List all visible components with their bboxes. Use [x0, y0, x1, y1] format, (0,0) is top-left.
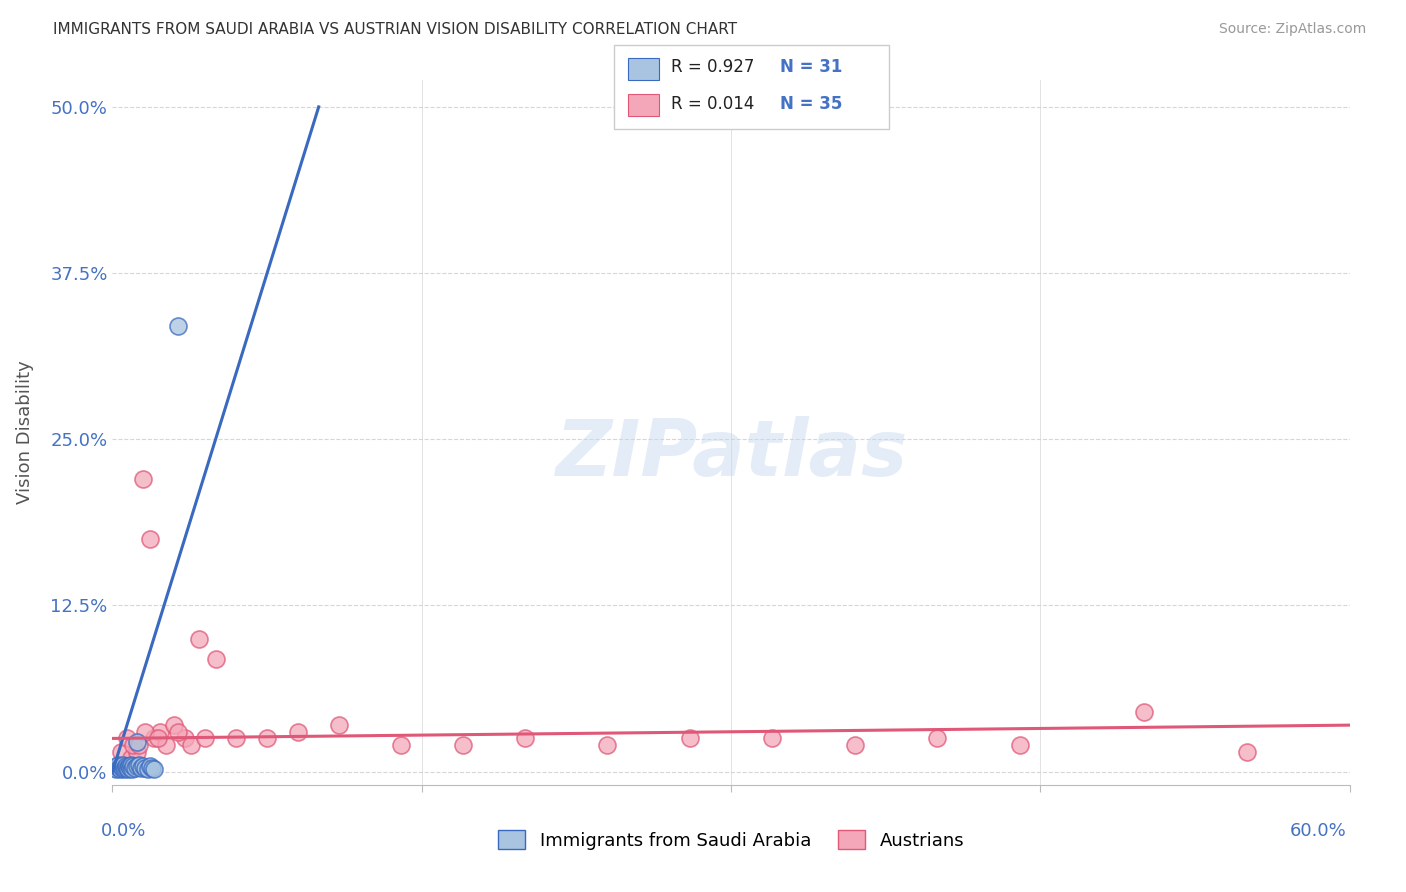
Point	[118, 759, 141, 773]
Point	[127, 745, 149, 759]
Point	[120, 751, 142, 765]
Point	[122, 738, 145, 752]
Point	[149, 724, 172, 739]
Point	[134, 724, 156, 739]
Point	[127, 759, 149, 773]
Point	[927, 731, 949, 746]
Point	[103, 761, 125, 775]
Point	[679, 731, 702, 746]
Point	[761, 731, 783, 746]
Point	[115, 759, 138, 773]
Point	[188, 632, 211, 646]
Point	[111, 761, 134, 775]
Text: N = 35: N = 35	[780, 95, 842, 113]
Point	[108, 762, 131, 776]
Point	[180, 738, 202, 752]
Text: ZIPatlas: ZIPatlas	[555, 416, 907, 491]
Point	[115, 761, 138, 775]
Point	[142, 731, 165, 746]
Point	[1132, 705, 1154, 719]
Text: 60.0%: 60.0%	[1291, 822, 1347, 840]
Point	[146, 731, 169, 746]
Point	[118, 761, 141, 775]
Point	[204, 651, 226, 665]
Point	[256, 731, 278, 746]
Point	[451, 738, 474, 752]
Point	[155, 738, 177, 752]
Point	[225, 731, 247, 746]
Point	[115, 731, 138, 746]
Point	[138, 759, 160, 773]
Point	[120, 758, 142, 772]
Point	[142, 762, 165, 776]
Point	[167, 724, 190, 739]
Point	[134, 761, 156, 775]
Point	[128, 738, 150, 752]
Point	[513, 731, 536, 746]
Point	[117, 762, 139, 776]
Point	[131, 761, 153, 775]
Point	[111, 758, 134, 772]
Point	[136, 762, 159, 776]
Point	[104, 762, 127, 776]
Point	[105, 759, 128, 773]
Point	[107, 758, 129, 772]
Point	[112, 762, 135, 776]
Point	[596, 738, 619, 752]
Point	[287, 724, 309, 739]
Y-axis label: Vision Disability: Vision Disability	[15, 360, 34, 505]
Point	[138, 532, 160, 546]
Legend: Immigrants from Saudi Arabia, Austrians: Immigrants from Saudi Arabia, Austrians	[491, 823, 972, 857]
Point	[132, 759, 155, 773]
Point	[194, 731, 217, 746]
Point	[110, 759, 132, 773]
Point	[1236, 745, 1258, 759]
Point	[122, 759, 145, 773]
Point	[127, 735, 149, 749]
Point	[132, 472, 155, 486]
Point	[107, 761, 129, 775]
Text: IMMIGRANTS FROM SAUDI ARABIA VS AUSTRIAN VISION DISABILITY CORRELATION CHART: IMMIGRANTS FROM SAUDI ARABIA VS AUSTRIAN…	[53, 22, 738, 37]
Point	[844, 738, 866, 752]
Text: N = 31: N = 31	[780, 58, 842, 76]
Text: Source: ZipAtlas.com: Source: ZipAtlas.com	[1219, 22, 1367, 37]
Point	[1008, 738, 1031, 752]
Text: 0.0%: 0.0%	[101, 822, 146, 840]
Text: R = 0.014: R = 0.014	[671, 95, 754, 113]
Point	[121, 762, 143, 776]
Point	[114, 761, 136, 775]
Point	[141, 761, 163, 775]
Point	[167, 319, 190, 334]
Point	[163, 718, 186, 732]
Point	[110, 745, 132, 759]
Point	[328, 718, 350, 732]
Point	[124, 761, 146, 775]
Point	[173, 731, 195, 746]
Text: R = 0.927: R = 0.927	[671, 58, 754, 76]
Point	[389, 738, 412, 752]
Point	[128, 758, 150, 772]
